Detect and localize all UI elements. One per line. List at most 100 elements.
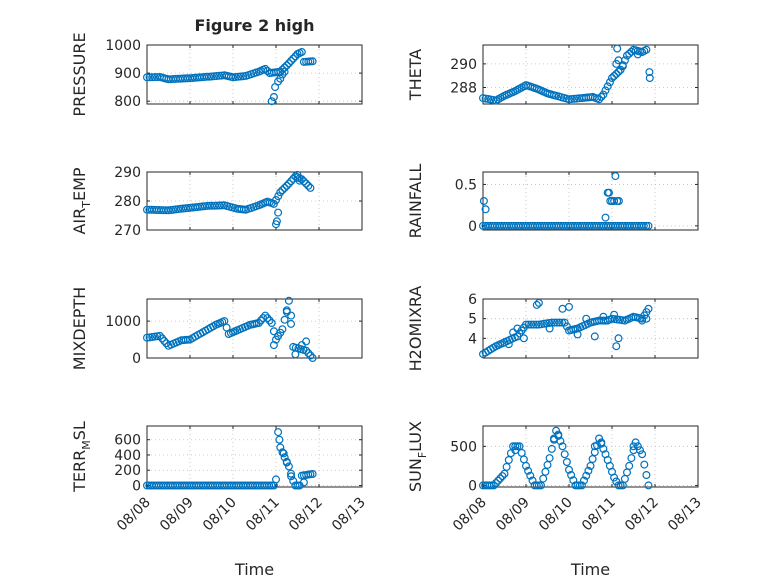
y-axis-label: TERRMSL	[70, 421, 93, 493]
y-tick-label: 0	[132, 351, 141, 367]
y-axis-label-part: SUN	[406, 458, 425, 492]
data-point	[640, 460, 649, 469]
data-point	[616, 481, 625, 490]
data-point	[645, 73, 654, 82]
data-point	[202, 72, 211, 81]
y-tick-label: 600	[114, 433, 141, 449]
y-axis-label-subscript: F	[416, 452, 429, 458]
data-point	[573, 481, 582, 490]
data-point	[610, 310, 619, 319]
data-point	[629, 442, 638, 451]
data-point	[280, 67, 289, 76]
data-point	[278, 186, 287, 195]
data-point	[155, 331, 164, 340]
data-point	[564, 302, 573, 311]
data-point	[278, 325, 287, 334]
data-point	[638, 316, 647, 325]
data-point	[610, 473, 619, 482]
data-point	[284, 462, 293, 471]
data-point	[267, 97, 276, 106]
data-point	[597, 438, 606, 447]
data-point	[642, 471, 651, 480]
data-point	[504, 340, 513, 349]
data-point	[570, 94, 579, 103]
axes-box	[146, 425, 363, 488]
data-point	[287, 56, 296, 65]
data-point	[272, 475, 281, 484]
data-point	[526, 471, 535, 480]
data-point	[611, 172, 620, 181]
y-tick-label: 0.5	[455, 177, 477, 193]
data-point	[519, 334, 528, 343]
axes-panel-1: 800 900 1000 PRESSURE Figure 2 high	[70, 16, 363, 117]
y-tick-label: 290	[450, 57, 477, 73]
data-point	[558, 318, 567, 327]
data-point	[302, 337, 311, 346]
data-point	[562, 458, 571, 467]
y-axis-label-subscript: M	[80, 440, 93, 450]
y-axis-label-part: SL	[70, 421, 89, 440]
data-point	[644, 481, 653, 490]
data-point	[304, 181, 313, 190]
y-axis-label: MIXDEPTH	[70, 287, 89, 370]
data-point	[287, 177, 296, 186]
data-point	[263, 314, 272, 323]
data-point	[304, 349, 313, 358]
y-tick-label: 200	[114, 463, 141, 479]
data-point	[481, 205, 490, 214]
data-point	[280, 315, 289, 324]
data-point	[267, 319, 276, 328]
y-tick-label: 1000	[105, 314, 141, 330]
data-point	[299, 177, 308, 186]
data-point	[489, 481, 498, 490]
data-point	[595, 95, 604, 104]
data-point	[524, 320, 533, 329]
data-point	[521, 320, 530, 329]
data-point	[511, 446, 520, 455]
y-axis-label: THETA	[406, 49, 425, 101]
data-point	[527, 320, 536, 329]
y-axis-label-part: PRESSURE	[70, 32, 89, 116]
data-point	[539, 474, 548, 483]
y-axis-label-part: LUX	[406, 421, 425, 452]
axes-panel-5: 0 1000 MIXDEPTH	[70, 287, 363, 370]
data-point	[642, 221, 651, 230]
data-point	[269, 199, 278, 208]
data-point	[287, 472, 296, 481]
data-point	[586, 461, 595, 470]
data-point	[614, 56, 623, 65]
data-point	[614, 67, 623, 76]
data-point	[479, 197, 488, 206]
data-point	[203, 201, 212, 210]
data-point	[496, 474, 505, 483]
y-axis-label-part: TERR	[70, 450, 89, 493]
data-point	[269, 341, 278, 350]
data-point	[614, 334, 623, 343]
data-point	[534, 298, 543, 307]
y-tick-label: 4	[468, 331, 477, 347]
data-point	[604, 188, 613, 197]
data-point	[607, 73, 616, 82]
data-point	[513, 324, 522, 333]
y-tick-label: 270	[114, 223, 141, 239]
axes-panel-2: 288 290 THETA	[406, 44, 699, 105]
y-axis-label-part: RAINFALL	[406, 164, 425, 239]
axes-box	[146, 171, 363, 231]
data-point	[308, 354, 317, 363]
data-point	[601, 86, 610, 95]
data-point	[521, 461, 530, 470]
data-point	[612, 342, 621, 351]
data-point	[162, 339, 171, 348]
data-point	[597, 92, 606, 101]
data-point	[588, 455, 597, 464]
data-point	[491, 479, 500, 488]
data-point	[622, 51, 631, 60]
data-point	[633, 442, 642, 451]
data-point	[577, 481, 586, 490]
data-point	[276, 74, 285, 83]
data-point	[631, 438, 640, 447]
y-tick-label: 800	[114, 94, 141, 110]
data-point	[208, 201, 217, 210]
axes-panel-4: 0 0.5 RAINFALL	[406, 164, 699, 239]
data-point	[627, 454, 636, 463]
